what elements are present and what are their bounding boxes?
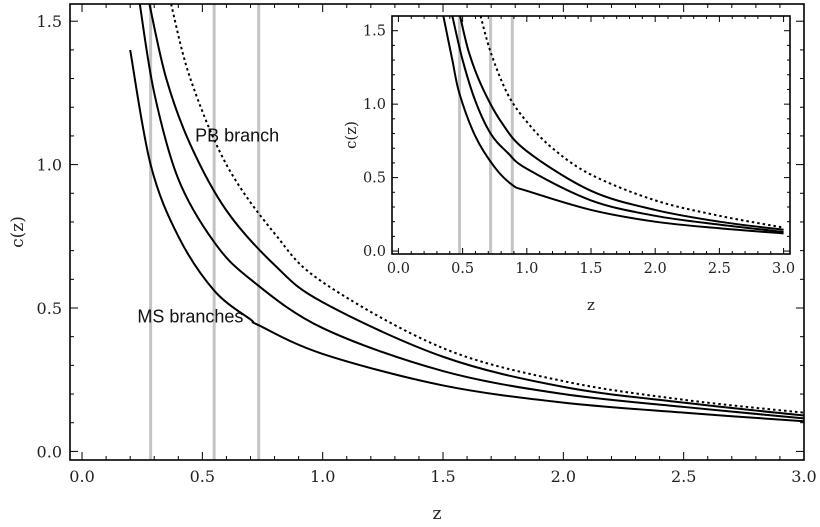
main-x-tick-label: 3.0 <box>791 467 816 486</box>
inset-y-axis-title: c(z) <box>342 121 360 149</box>
main-series-1-line <box>129 49 804 423</box>
inset-x-tick-label: 1.0 <box>515 261 538 277</box>
inset-y-tick-label: 1.0 <box>363 97 386 113</box>
main-series-3-line <box>148 4 804 417</box>
inset-y-tick-label: 1.5 <box>363 24 386 40</box>
main-y-tick-label: 0.0 <box>37 442 62 461</box>
main-y-axis-title: c(z) <box>8 216 28 248</box>
main-series-4-dotted-line <box>170 4 804 414</box>
inset-series-4-dotted-line <box>479 16 784 229</box>
inset-x-tick-label: 3.0 <box>772 261 795 277</box>
main-frame <box>69 3 805 461</box>
main-y-tick-label: 1.5 <box>37 12 62 31</box>
main-x-tick-label: 0.5 <box>190 467 215 486</box>
inset-series-3-line <box>459 16 784 231</box>
inset-plot: 0.0 0.5 1.0 1.5 2.0 2.5 3.0 0.0 0.5 1.0 1.5 z c(z) <box>342 15 795 314</box>
inset-x-tick-label: 2.5 <box>708 261 731 277</box>
inset-y-tick-label: 0.0 <box>363 244 386 260</box>
main-annotation-1: PB branch <box>195 126 279 146</box>
main-x-tick-label: 2.5 <box>671 467 696 486</box>
main-plot: 0.0 0.5 1.0 1.5 2.0 2.5 3.0 0.0 0.5 1.0 1.5 z c(z) PB… <box>8 3 817 524</box>
inset-series-1-line <box>442 16 784 235</box>
inset-x-tick-label: 1.5 <box>579 261 602 277</box>
main-x-axis-title: z <box>433 504 442 524</box>
inset-x-tick-label: 2.0 <box>644 261 667 277</box>
inset-series-2-line <box>451 16 784 233</box>
main-x-tick-label: 1.0 <box>310 467 335 486</box>
main-y-tick-label: 0.5 <box>37 299 62 318</box>
inset-x-axis-title: z <box>587 296 595 314</box>
main-x-tick-label: 2.0 <box>551 467 576 486</box>
main-y-tick-label: 1.0 <box>37 156 62 175</box>
inset-x-tick-label: 0.0 <box>387 261 410 277</box>
inset-x-tick-label: 0.5 <box>451 261 474 277</box>
main-annotation-2: MS branches <box>137 306 243 326</box>
inset-y-tick-label: 0.5 <box>363 171 386 187</box>
main-x-tick-label: 0.0 <box>69 467 94 486</box>
main-series-2-line <box>138 4 804 420</box>
main-x-tick-label: 1.5 <box>430 467 455 486</box>
